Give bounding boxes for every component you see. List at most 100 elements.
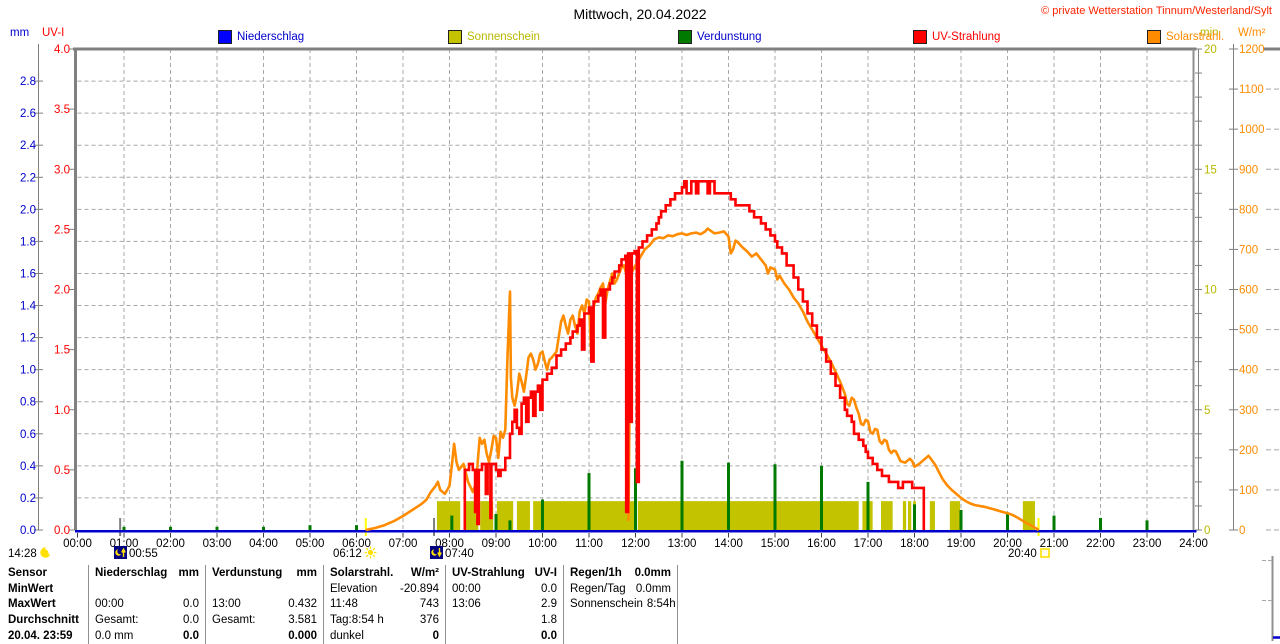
x-tick-label: 19:00 — [947, 538, 976, 550]
table-cell: 1.8 — [445, 612, 563, 629]
table-empty-cell — [677, 628, 1280, 644]
wm2-tick-label: 700 — [1239, 244, 1258, 256]
mm-tick-label: 1.2 — [20, 333, 36, 345]
cell-value: 0.0 — [541, 582, 557, 595]
mm-tick-label: 1.0 — [20, 365, 36, 377]
uvi-tick-label: 3.0 — [54, 164, 70, 176]
table-cell: 00:00 0.0 — [445, 580, 563, 597]
moonset-icon — [430, 545, 443, 562]
uvi-tick-label: 2.5 — [54, 224, 70, 236]
cell-value: 8:54h — [646, 598, 676, 611]
x-tick-label: 07:00 — [389, 538, 418, 550]
x-tick-label: 15:00 — [761, 538, 790, 550]
wm2-tick-label: 500 — [1239, 325, 1258, 337]
legend-label: Sonnenschein — [467, 30, 540, 43]
legend-label: Solarstrahl. — [1166, 30, 1225, 43]
mm-tick-label: 0.2 — [20, 493, 36, 505]
table-cell: Elevation -20.894 — [323, 580, 445, 597]
wm2-tick-label: 1000 — [1239, 124, 1265, 136]
sunshine-bar — [881, 501, 893, 530]
cell-value: 1.8 — [541, 614, 557, 627]
x-tick-label: 18:00 — [900, 538, 929, 550]
table-row-label: MaxWert — [8, 598, 56, 611]
solar-curve — [365, 227, 1040, 532]
axis-unit-min: min — [1200, 27, 1219, 39]
mm-tick-label: 1.8 — [20, 236, 36, 248]
cell-value: 0.432 — [288, 598, 317, 611]
uvi-tick-label: 1.5 — [54, 345, 70, 357]
wm2-tick-label: 300 — [1239, 405, 1258, 417]
table-cell — [205, 580, 323, 597]
table-cell: 0.0 mm 0.0 — [88, 628, 205, 644]
uvi-tick-label: 3.5 — [54, 104, 70, 116]
cell-text: dunkel — [330, 630, 364, 643]
cell-text: Regen/1h — [570, 566, 622, 579]
mm-tick-label: 0.6 — [20, 429, 36, 441]
chart-legend: Niederschlag Sonnenschein Verdunstung UV-St… — [0, 29, 1280, 45]
axis-unit-wm2: W/m² — [1238, 27, 1266, 39]
axis-unit-mm: mm — [10, 27, 30, 39]
sun-moon-marker-row: 14:28 00:55 06:12 07:40 20:40 — [0, 545, 1280, 562]
wm2-tick-label: 100 — [1239, 485, 1258, 497]
min-tick-label: 10 — [1204, 285, 1217, 297]
sunset-icon — [1039, 546, 1052, 562]
sunshine-bar — [929, 501, 935, 530]
uvi-tick-label: 4.0 — [54, 44, 70, 56]
cell-text: 00:00 — [95, 598, 124, 611]
table-cell: 13:00 0.432 — [205, 596, 323, 613]
x-tick-label: 00:00 — [63, 538, 92, 550]
table-cell: Niederschlag mm — [88, 565, 205, 581]
cell-value: 0.0 — [183, 614, 199, 627]
table-cell: 13:06 2.9 — [445, 596, 563, 613]
table-row-label: Sensor — [8, 566, 47, 579]
x-tick-label: 03:00 — [203, 538, 232, 550]
sunrise-icon — [364, 546, 377, 562]
cell-value: 376 — [419, 614, 439, 627]
cell-text: Gesamt: — [95, 614, 139, 627]
legend-swatch-icon — [1147, 29, 1161, 44]
cell-text: Regen/Tag — [570, 582, 626, 595]
x-tick-label: 16:00 — [807, 538, 836, 550]
cell-value: mm — [296, 566, 317, 579]
table-row-label: Durchschnitt — [8, 614, 79, 627]
cell-text: Tag:8:54 h — [330, 614, 384, 627]
mm-tick-label: 0.8 — [20, 397, 36, 409]
sunshine-bar — [436, 501, 461, 530]
table-cell: Gesamt: 3.581 — [205, 612, 323, 629]
x-tick-label: 21:00 — [1040, 538, 1069, 550]
legend-label: UV-Strahlung — [932, 30, 1001, 43]
cell-text: 0.0 mm — [95, 630, 134, 643]
x-tick-label: 23:00 — [1133, 538, 1162, 550]
x-tick-label: 12:00 — [621, 538, 650, 550]
mm-tick-label: 0.0 — [20, 525, 36, 537]
cell-text: UV-Strahlung — [452, 566, 525, 579]
table-cell: Tag:8:54 h 376 — [323, 612, 445, 629]
table-cell: 00:00 0.0 — [88, 596, 205, 613]
cell-value: 0.0 — [183, 630, 199, 643]
mm-tick-label: 2.2 — [20, 172, 36, 184]
cell-text: 11:48 — [330, 598, 358, 611]
legend-swatch-icon — [218, 29, 232, 44]
legend-item-niederschlag: Niederschlag — [218, 29, 304, 44]
mm-tick-label: 0.4 — [20, 461, 37, 473]
sunshine-bar — [516, 501, 530, 530]
cell-value: 0.0 — [183, 598, 199, 611]
mm-tick-label: 2.8 — [20, 76, 36, 88]
sunshine-bar — [907, 501, 912, 530]
min-tick-label: 20 — [1204, 44, 1217, 56]
table-cell: Sonnenschein 8:54h — [563, 596, 677, 613]
table-row-label: 20.04. 23:59 — [8, 630, 73, 643]
cell-text: 13:00 — [212, 598, 241, 611]
marker-time: 00:55 — [129, 547, 158, 560]
wm2-tick-label: 900 — [1239, 164, 1258, 176]
sun-moon-marker: 14:28 — [8, 546, 54, 561]
x-tick-label: 04:00 — [249, 538, 278, 550]
min-tick-label: 0 — [1204, 525, 1210, 537]
sun-moon-marker: 06:12 — [333, 546, 379, 561]
table-empty-cell — [677, 612, 1280, 629]
table-cell: 0.0 — [445, 628, 563, 644]
table-cell — [563, 612, 677, 629]
cell-text: Gesamt: — [212, 614, 256, 627]
legend-label: Niederschlag — [237, 30, 305, 43]
